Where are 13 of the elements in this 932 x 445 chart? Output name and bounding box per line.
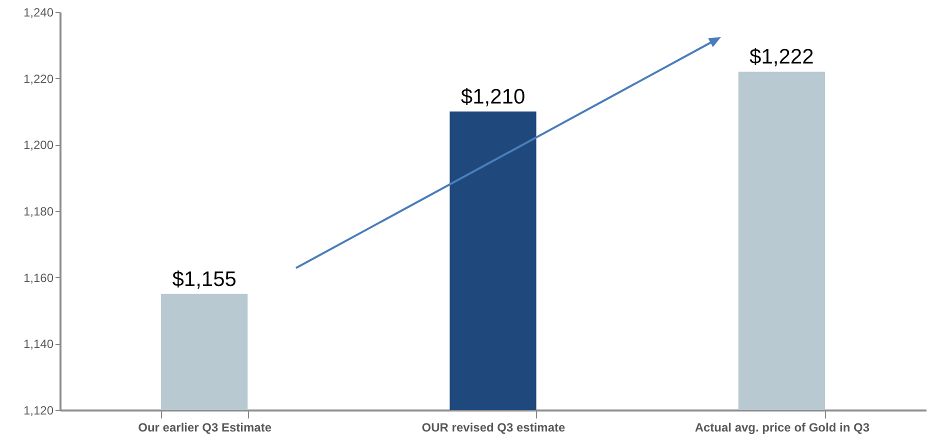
x-tick-label: OUR revised Q3 estimate [422, 420, 566, 434]
y-tick-label: 1,180 [23, 204, 54, 218]
data-label: $1,155 [172, 268, 236, 291]
data-label: $1,222 [750, 46, 814, 69]
y-tick-label: 1,120 [23, 404, 54, 418]
y-tick-label: 1,240 [23, 6, 54, 20]
x-tick-label: Our earlier Q3 Estimate [138, 420, 272, 434]
data-label: $1,210 [460, 86, 526, 108]
y-tick-label: 1,220 [23, 72, 54, 86]
y-tick-label: 1,140 [23, 337, 54, 352]
y-tick-label: 1,160 [23, 270, 54, 285]
y-tick-label: 1,200 [23, 138, 54, 152]
x-tick-label: Actual avg. price of Gold in Q3 [694, 420, 870, 434]
